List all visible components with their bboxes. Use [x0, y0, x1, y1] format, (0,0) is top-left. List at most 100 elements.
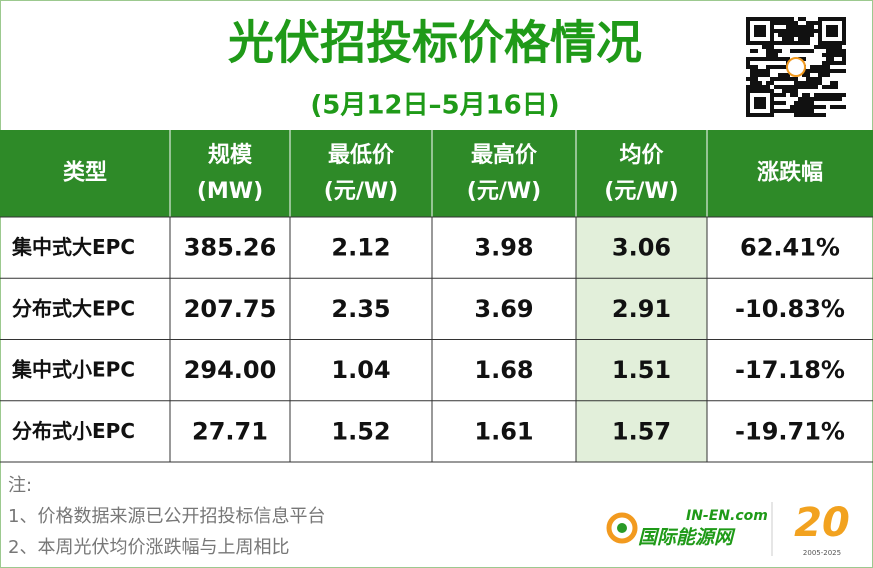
qr-cell: [838, 53, 842, 57]
qr-cell: [802, 93, 806, 97]
column-header: 类型: [63, 161, 107, 186]
qr-cell: [814, 81, 818, 85]
qr-cell: [794, 109, 798, 113]
qr-cell: [790, 25, 794, 29]
qr-cell: [834, 93, 838, 97]
qr-cell: [834, 97, 838, 101]
qr-cell: [830, 57, 834, 61]
qr-cell: [750, 41, 754, 45]
qr-cell: [830, 105, 834, 109]
qr-cell: [818, 29, 822, 33]
qr-cell: [838, 41, 842, 45]
qr-cell: [826, 25, 830, 29]
qr-cell: [746, 113, 750, 117]
qr-cell: [758, 41, 762, 45]
qr-cell: [802, 97, 806, 101]
qr-cell: [770, 109, 774, 113]
qr-cell: [754, 49, 758, 53]
qr-cell: [794, 33, 798, 37]
qr-cell: [754, 113, 758, 117]
qr-cell: [786, 85, 790, 89]
qr-cell: [794, 25, 798, 29]
qr-cell: [750, 89, 754, 93]
qr-cell: [758, 69, 762, 73]
qr-cell: [746, 97, 750, 101]
qr-cell: [774, 101, 778, 105]
qr-cell: [770, 49, 774, 53]
qr-cell: [746, 61, 750, 65]
qr-cell: [826, 57, 830, 61]
qr-cell: [822, 85, 826, 89]
qr-cell: [842, 93, 846, 97]
qr-cell: [838, 61, 842, 65]
qr-cell: [750, 81, 754, 85]
qr-cell: [782, 41, 786, 45]
qr-cell: [806, 93, 810, 97]
qr-cell: [842, 29, 846, 33]
qr-cell: [774, 57, 778, 61]
qr-cell: [834, 29, 838, 33]
qr-cell: [826, 29, 830, 33]
qr-cell: [838, 69, 842, 73]
qr-cell: [810, 21, 814, 25]
qr-cell: [762, 89, 766, 93]
qr-cell: [778, 77, 782, 81]
qr-cell: [778, 33, 782, 37]
qr-cell: [786, 17, 790, 21]
qr-cell: [830, 81, 834, 85]
row-label: 集中式小EPC: [11, 358, 135, 382]
cell: 1.61: [474, 417, 533, 445]
qr-cell: [794, 49, 798, 53]
qr-cell: [806, 113, 810, 117]
qr-cell: [798, 25, 802, 29]
qr-cell: [766, 73, 770, 77]
qr-cell: [806, 41, 810, 45]
qr-cell: [830, 61, 834, 65]
qr-cell: [754, 17, 758, 21]
cell: 1.68: [474, 356, 533, 384]
qr-cell: [782, 29, 786, 33]
qr-cell: [778, 29, 782, 33]
qr-cell: [826, 69, 830, 73]
qr-cell: [802, 29, 806, 33]
qr-cell: [826, 73, 830, 77]
qr-cell: [818, 113, 822, 117]
qr-cell: [818, 69, 822, 73]
qr-cell: [814, 77, 818, 81]
qr-cell: [762, 45, 766, 49]
qr-cell: [766, 41, 770, 45]
qr-cell: [754, 81, 758, 85]
qr-cell: [770, 97, 774, 101]
qr-cell: [758, 33, 762, 37]
cell: 1.52: [331, 417, 390, 445]
qr-cell: [750, 77, 754, 81]
qr-cell: [762, 69, 766, 73]
qr-cell: [794, 21, 798, 25]
note: 2、本周光伏均价涨跌幅与上周相比: [8, 537, 289, 558]
qr-cell: [826, 61, 830, 65]
qr-cell: [770, 65, 774, 69]
qr-cell: [814, 93, 818, 97]
qr-cell: [822, 97, 826, 101]
logo-name: 国际能源网: [638, 527, 736, 549]
qr-cell: [770, 45, 774, 49]
qr-cell: [754, 57, 758, 61]
qr-cell: [786, 57, 790, 61]
qr-cell: [774, 21, 778, 25]
qr-cell: [802, 81, 806, 85]
qr-cell: [842, 17, 846, 21]
qr-cell: [802, 101, 806, 105]
qr-cell: [810, 29, 814, 33]
qr-cell: [834, 53, 838, 57]
qr-cell: [794, 41, 798, 45]
qr-cell: [830, 41, 834, 45]
qr-cell: [838, 49, 842, 53]
qr-cell: [810, 109, 814, 113]
logo-years: 2005-2025: [803, 549, 841, 557]
qr-cell: [746, 57, 750, 61]
qr-cell: [782, 33, 786, 37]
qr-cell: [834, 49, 838, 53]
qr-cell: [746, 105, 750, 109]
qr-cell: [810, 69, 814, 73]
